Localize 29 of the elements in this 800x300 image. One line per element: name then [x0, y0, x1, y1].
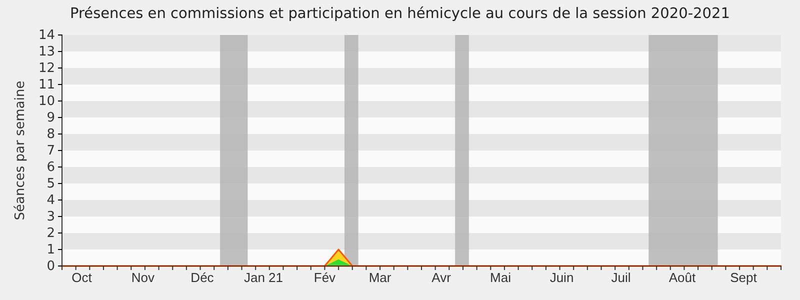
x-tick-label: Oct	[72, 270, 92, 286]
y-tick-label: 12	[38, 61, 55, 76]
y-tick-label: 11	[38, 78, 55, 93]
x-tick-label: Nov	[131, 270, 156, 286]
chart-title: Présences en commissions et participation en hémicycle au cours de la session 2020-2021	[70, 6, 730, 22]
x-tick-label: Fév	[314, 270, 336, 286]
x-tick-label: Avr	[432, 270, 452, 286]
y-tick-label: 8	[46, 127, 55, 142]
y-tick-label: 13	[38, 44, 55, 60]
y-tick-label: 2	[46, 226, 55, 242]
y-tick-label: 5	[46, 176, 55, 192]
y-tick-label: 10	[38, 94, 55, 110]
x-tick-label: Juil	[611, 270, 631, 286]
y-tick-label: 0	[46, 259, 55, 274]
y-tick-label: 6	[46, 160, 55, 176]
x-tick-label: Août	[668, 270, 696, 286]
y-tick-label: 9	[46, 110, 55, 126]
x-tick-label: Mar	[368, 270, 392, 286]
y-tick-label: 4	[46, 193, 55, 208]
x-tick-label: Juin	[550, 270, 574, 286]
y-tick-label: 3	[46, 210, 55, 225]
y-axis-title: Séances par semaine	[13, 80, 28, 220]
x-tick-label: Mai	[490, 270, 512, 286]
x-tick-label: Sept	[730, 270, 758, 286]
y-tick-label: 14	[38, 28, 55, 44]
y-tick-label: 1	[46, 242, 55, 258]
x-tick-label: Déc	[190, 270, 214, 286]
y-tick-label: 7	[46, 144, 55, 159]
x-tick-label: Jan 21	[244, 270, 283, 286]
